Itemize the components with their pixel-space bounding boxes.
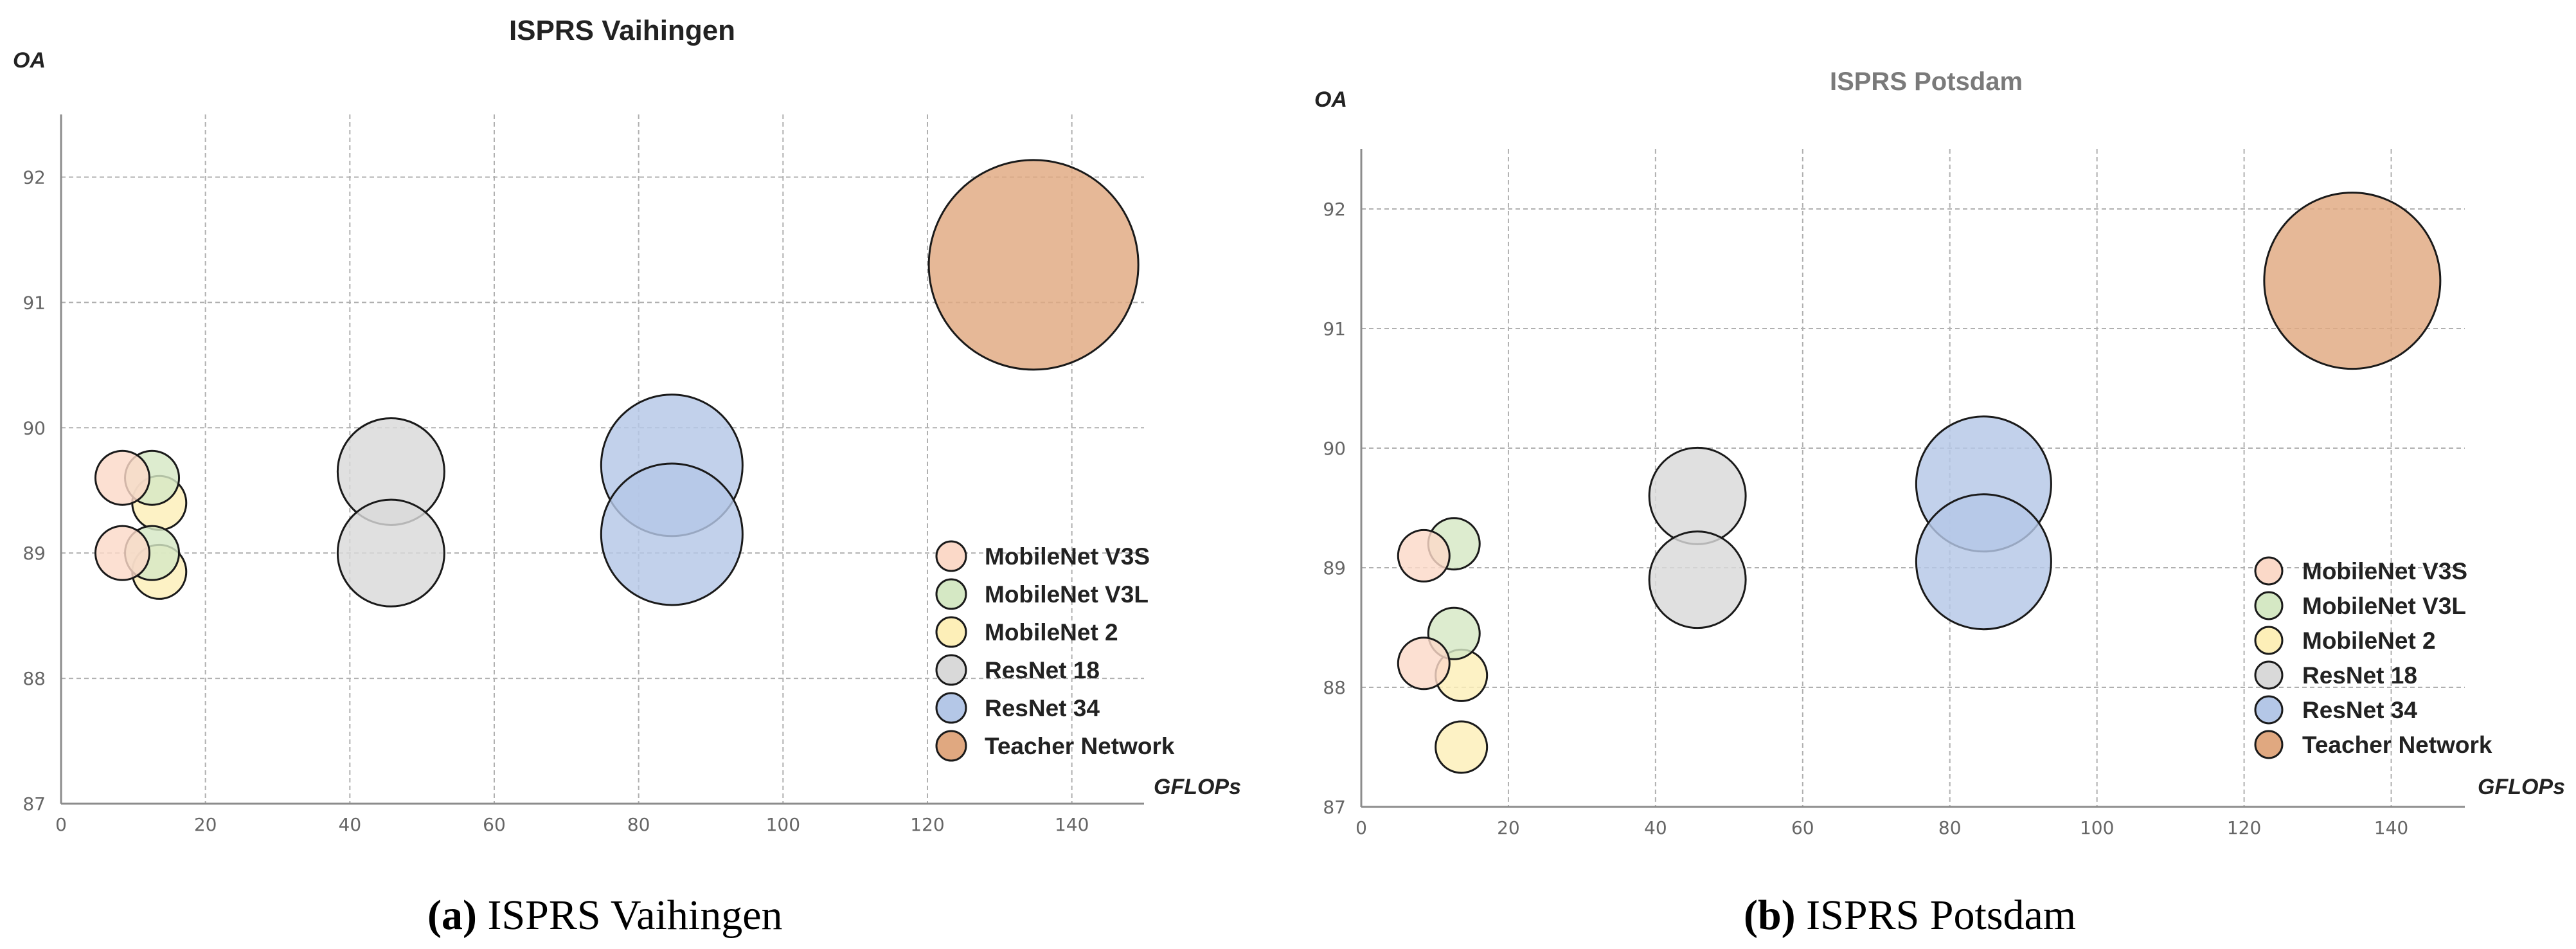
chart-panel-2: ISPRS Potsdam 0 20 40 60 80 100 120 140 87 88 89 90 9… — [1314, 68, 2565, 939]
legend-label: MobileNet 2 — [2302, 628, 2436, 654]
figure-caption: (a) ISPRS Vaihingen — [427, 892, 783, 939]
x-tick-label: 0 — [1355, 817, 1367, 838]
x-tick-label: 140 — [1055, 814, 1089, 835]
x-axis-label: GFLOPs — [2478, 775, 2565, 799]
legend-label: MobileNet V3S — [985, 543, 1150, 570]
caption-letter: (a) — [427, 892, 477, 939]
legend-marker — [935, 730, 967, 762]
legend-marker — [2254, 591, 2284, 620]
legend-marker — [935, 578, 967, 610]
y-tick-label: 90 — [22, 417, 46, 438]
legend-marker — [2254, 730, 2284, 759]
chart-title: ISPRS Vaihingen — [509, 15, 735, 46]
x-tick-label: 60 — [1791, 817, 1814, 838]
y-axis-label: OA — [13, 48, 46, 73]
x-axis-label: GFLOPs — [1154, 775, 1241, 799]
x-tick-label: 60 — [483, 814, 506, 835]
legend-marker — [2254, 626, 2284, 655]
caption-text: ISPRS Potsdam — [1796, 892, 2076, 939]
legend-label: ResNet 34 — [985, 695, 1100, 721]
y-tick-label: 87 — [22, 793, 46, 815]
data-point-teacher-network — [927, 159, 1140, 371]
y-tick-label: 91 — [22, 292, 46, 313]
figure-caption: (b) ISPRS Potsdam — [1744, 892, 2076, 939]
chart-title: ISPRS Potsdam — [1830, 68, 2023, 96]
data-point-mobilenet-v3s — [1397, 637, 1451, 691]
data-point-resnet-34 — [1915, 493, 2052, 631]
x-tick-label: 120 — [910, 814, 944, 835]
chart-panel-1: ISPRS Vaihingen 0 20 40 60 80 100 120 140 87 88 89 9… — [13, 15, 1241, 939]
x-tick-label: 80 — [1938, 817, 1962, 838]
caption-letter: (b) — [1744, 892, 1796, 939]
x-tick-label: 100 — [2080, 817, 2114, 838]
legend-marker — [935, 654, 967, 686]
y-tick-label: 88 — [1323, 677, 1346, 698]
data-point-resnet-18 — [336, 498, 445, 608]
caption-text: ISPRS Vaihingen — [477, 892, 783, 939]
legend-label: MobileNet V3S — [2302, 558, 2467, 584]
x-tick-label: 120 — [2227, 817, 2261, 838]
y-tick-label: 90 — [1323, 438, 1346, 459]
data-point-teacher-network — [2263, 192, 2442, 370]
legend-label: Teacher Network — [2302, 732, 2492, 758]
x-tick-label: 20 — [1497, 817, 1520, 838]
data-point-resnet-18 — [1648, 530, 1747, 629]
y-tick-label: 92 — [1323, 199, 1346, 220]
data-point-mobilenet-v3s — [1397, 529, 1451, 583]
legend-label: MobileNet 2 — [985, 619, 1118, 646]
y-tick-label: 91 — [1323, 318, 1346, 339]
legend-label: MobileNet V3L — [2302, 593, 2466, 619]
data-point-mobilenet-2 — [1435, 720, 1489, 774]
y-tick-label: 87 — [1323, 797, 1346, 818]
data-point-mobilenet-v3s — [94, 449, 150, 506]
legend-marker — [935, 616, 967, 648]
y-axis-label: OA — [1314, 87, 1347, 112]
legend-label: ResNet 18 — [2302, 662, 2417, 689]
data-point-resnet-18 — [1648, 446, 1747, 545]
x-tick-label: 40 — [1644, 817, 1667, 838]
x-tick-label: 0 — [55, 814, 67, 835]
x-tick-label: 20 — [194, 814, 217, 835]
legend-label: ResNet 34 — [2302, 697, 2417, 723]
legend-label: ResNet 18 — [985, 657, 1100, 683]
data-point-mobilenet-v3s — [94, 525, 150, 581]
y-tick-label: 89 — [22, 543, 46, 564]
legend-label: Teacher Network — [985, 733, 1175, 759]
legend-marker — [2254, 660, 2284, 690]
x-tick-label: 100 — [766, 814, 800, 835]
legend-marker — [2254, 695, 2284, 725]
x-tick-label: 80 — [627, 814, 650, 835]
legend-marker — [2254, 556, 2284, 586]
legend-label: MobileNet V3L — [985, 581, 1149, 608]
data-point-resnet-34 — [600, 462, 744, 606]
y-tick-label: 89 — [1323, 557, 1346, 579]
legend-marker — [935, 540, 967, 572]
y-tick-label: 88 — [22, 668, 46, 689]
legend-marker — [935, 692, 967, 724]
x-tick-label: 40 — [339, 814, 362, 835]
y-tick-label: 92 — [22, 167, 46, 188]
x-tick-label: 140 — [2374, 817, 2408, 838]
